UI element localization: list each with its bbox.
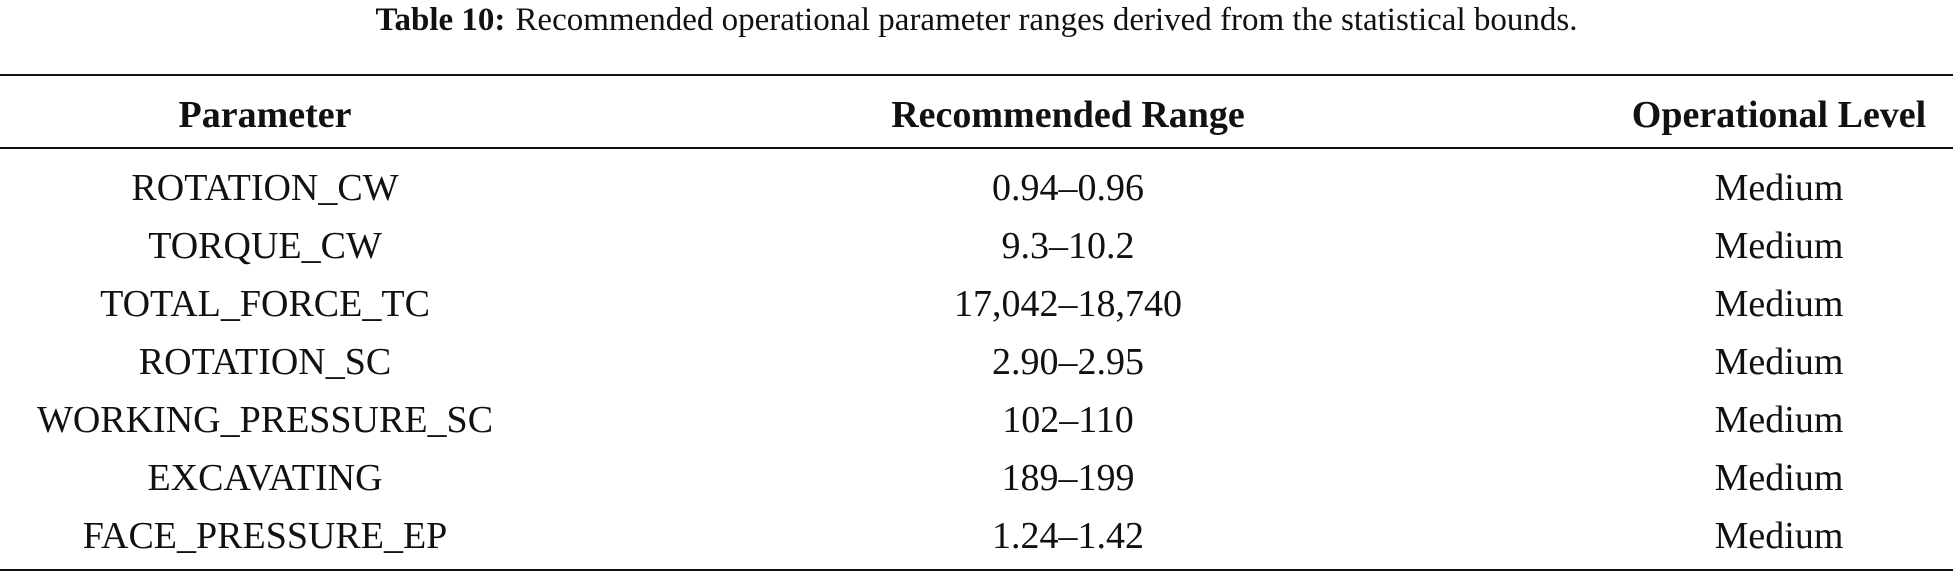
table-cell: TOTAL_FORCE_TC xyxy=(100,283,430,325)
table-cell: Medium xyxy=(1714,341,1844,383)
header-rule xyxy=(0,147,1953,149)
table-cell: TORQUE_CW xyxy=(148,225,382,267)
bottom-rule xyxy=(0,569,1953,571)
table-cell: Medium xyxy=(1714,399,1844,441)
table-cell: Medium xyxy=(1714,457,1844,499)
table-cell: FACE_PRESSURE_EP xyxy=(82,515,448,557)
table-cell: 9.3–10.2 xyxy=(1001,225,1135,267)
table-cell: Medium xyxy=(1714,283,1844,325)
table-cell: 189–199 xyxy=(1001,457,1135,499)
caption-label: Table 10: xyxy=(375,2,506,38)
header-cell: Operational Level xyxy=(1631,94,1927,136)
header-cell: Recommended Range xyxy=(891,94,1245,136)
table-cell: WORKING_PRESSURE_SC xyxy=(36,399,494,441)
table-cell: ROTATION_SC xyxy=(138,341,392,383)
table-cell: Medium xyxy=(1714,515,1844,557)
top-rule xyxy=(0,74,1953,76)
table-cell: 2.90–2.95 xyxy=(992,341,1144,383)
table-cell: Medium xyxy=(1714,225,1844,267)
table-caption: Table 10: Recommended operational paramet… xyxy=(0,2,1953,38)
table-cell: Medium xyxy=(1714,167,1844,209)
table-cell: 0.94–0.96 xyxy=(992,167,1144,209)
caption-text: Recommended operational parameter ranges… xyxy=(515,2,1578,38)
table-cell: ROTATION_CW xyxy=(131,167,399,209)
table-cell: 1.24–1.42 xyxy=(992,515,1144,557)
table-cell: 17,042–18,740 xyxy=(954,283,1182,325)
table-cell: EXCAVATING xyxy=(147,457,383,499)
table-cell: 102–110 xyxy=(1002,399,1134,441)
header-cell: Parameter xyxy=(178,94,352,136)
